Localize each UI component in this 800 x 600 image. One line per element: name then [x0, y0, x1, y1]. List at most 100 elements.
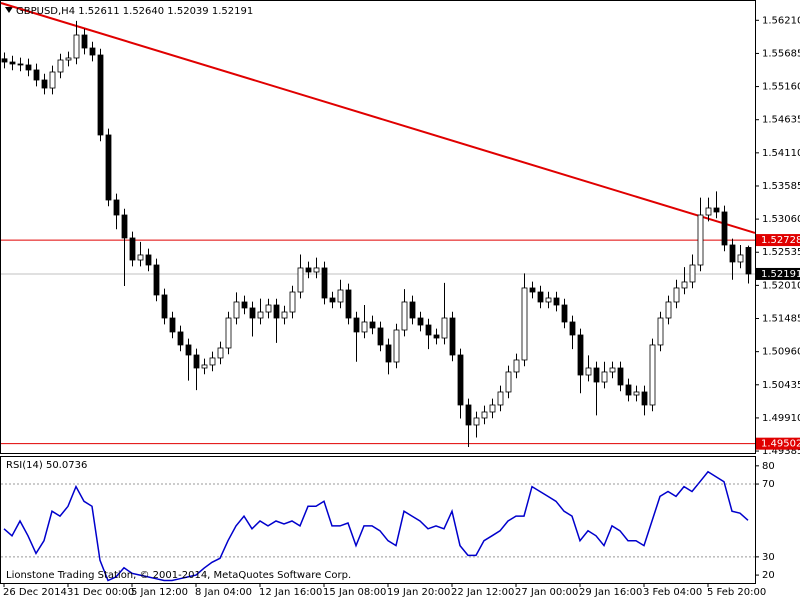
candle-body — [441, 317, 448, 339]
candle-body — [321, 267, 328, 299]
candle-body — [577, 334, 584, 376]
y-tick-label: 1.55160 — [762, 82, 800, 93]
candle-body — [241, 301, 248, 309]
current-price-box — [756, 267, 800, 280]
candle-body — [49, 71, 56, 89]
candle-body — [161, 294, 168, 319]
candle-body — [657, 317, 664, 346]
y-tick-label: 1.55685 — [762, 48, 800, 59]
candle-body — [737, 254, 744, 263]
candle-body — [385, 344, 392, 363]
candle-body — [1, 58, 8, 63]
candle-body — [593, 367, 600, 383]
candle-body — [249, 307, 256, 319]
candle-body — [193, 354, 200, 369]
candle-body — [713, 207, 720, 213]
candle-body — [425, 324, 432, 336]
y-tick-label: 1.53060 — [762, 214, 800, 225]
y-tick-label: 1.49910 — [762, 413, 800, 424]
candle-body — [625, 384, 632, 396]
candle-body — [521, 287, 528, 361]
candle-body — [553, 297, 560, 306]
candle-body — [25, 64, 32, 71]
candle-body — [721, 211, 728, 246]
candle-body — [617, 367, 624, 386]
candle-body — [449, 317, 456, 356]
candle-body — [329, 297, 336, 303]
candle-body — [641, 391, 648, 406]
candle-body — [505, 371, 512, 393]
candle-body — [705, 207, 712, 216]
candle-body — [305, 267, 312, 273]
candle-body — [217, 347, 224, 359]
candle-body — [65, 57, 72, 61]
candle-body — [473, 417, 480, 426]
candle-body — [489, 404, 496, 413]
y-tick-label: 1.56210 — [762, 15, 800, 26]
candle-body — [537, 291, 544, 303]
candle-body — [169, 317, 176, 333]
candle-body — [497, 391, 504, 406]
candle-body — [273, 304, 280, 319]
candle-body — [233, 301, 240, 319]
candle-body — [529, 287, 536, 293]
candle-body — [649, 344, 656, 406]
rsi-y-tick-label: 70 — [762, 479, 775, 490]
x-tick-label: 5 Jan 12:00 — [131, 587, 188, 598]
x-tick-label: 8 Jan 04:00 — [195, 587, 252, 598]
candle-body — [633, 391, 640, 396]
candle-body — [265, 304, 272, 313]
candle-body — [433, 334, 440, 339]
rsi-y-tick-label: 80 — [762, 461, 775, 472]
candle-body — [601, 371, 608, 383]
rsi-y-tick-label: 30 — [762, 552, 775, 563]
candle-body — [665, 301, 672, 319]
candle-body — [409, 301, 416, 319]
candle-body — [401, 301, 408, 331]
candle-body — [393, 329, 400, 363]
candle-body — [297, 267, 304, 293]
candle-body — [729, 244, 736, 263]
y-tick-label: 1.52010 — [762, 280, 800, 291]
candle-body — [369, 321, 376, 329]
candle-body — [673, 287, 680, 303]
candle-body — [121, 214, 128, 239]
y-tick-label: 1.54635 — [762, 115, 800, 126]
level-label-box — [756, 437, 800, 450]
candle-body — [209, 357, 216, 366]
candle-body — [113, 199, 120, 216]
candle-body — [289, 291, 296, 313]
rsi-line — [3, 470, 749, 582]
rsi-panel — [0, 456, 756, 584]
candle-body — [561, 304, 568, 323]
y-tick-label: 1.53585 — [762, 181, 800, 192]
candle-body — [417, 317, 424, 326]
candle-body — [97, 54, 104, 136]
candle-body — [569, 321, 576, 336]
candle-body — [17, 63, 24, 66]
x-tick-label: 5 Feb 20:00 — [707, 587, 766, 598]
y-tick-label: 1.51485 — [762, 314, 800, 325]
y-tick-label: 1.50960 — [762, 347, 800, 358]
candle-body — [481, 411, 488, 419]
candle-body — [345, 289, 352, 319]
x-tick-label: 3 Feb 04:00 — [643, 587, 702, 598]
trendline — [0, 2, 756, 234]
candle-body — [57, 59, 64, 73]
candle-body — [257, 311, 264, 319]
candle-body — [377, 327, 384, 346]
x-tick-label: 31 Dec 00:00 — [67, 587, 134, 598]
candle-body — [9, 61, 16, 65]
candle-body — [457, 354, 464, 406]
candle-body — [465, 404, 472, 426]
candle-body — [281, 311, 288, 319]
candle-body — [609, 367, 616, 373]
y-tick-label: 1.52535 — [762, 247, 800, 258]
rsi-y-tick-label: 20 — [762, 570, 775, 581]
level-label-box — [756, 234, 800, 247]
level-label: 1.49502 — [761, 439, 800, 450]
candle-body — [361, 321, 368, 333]
x-tick-label: 19 Jan 20:00 — [387, 587, 450, 598]
x-tick-label: 26 Dec 2014 — [3, 587, 67, 598]
